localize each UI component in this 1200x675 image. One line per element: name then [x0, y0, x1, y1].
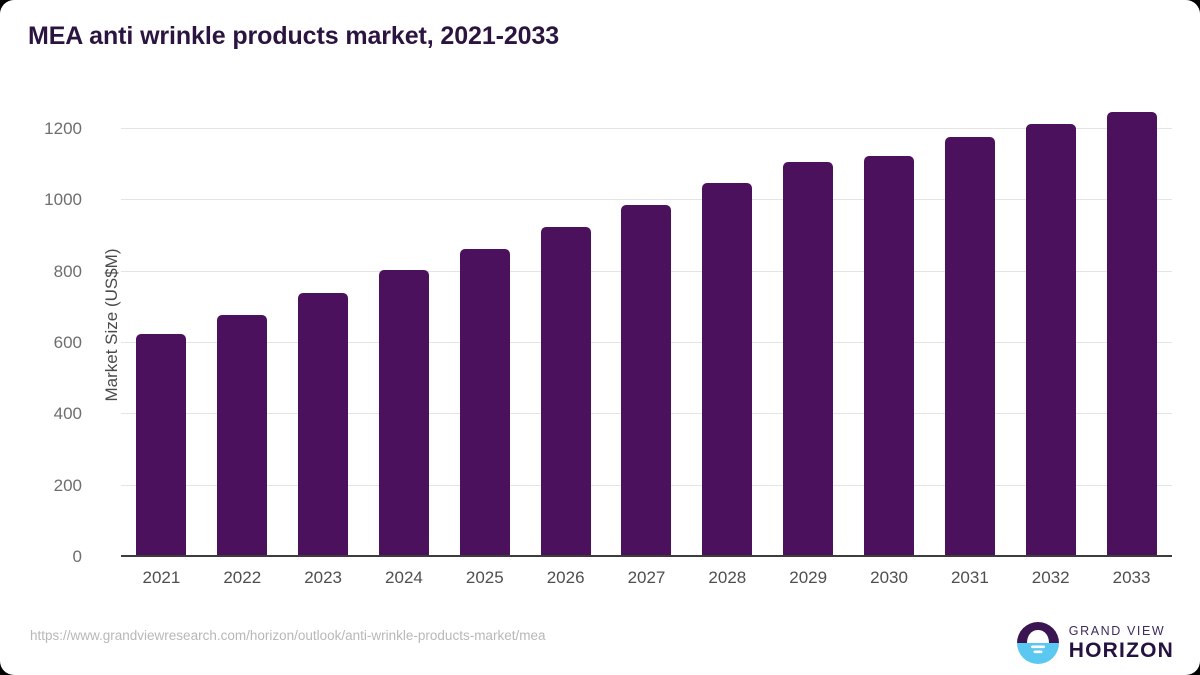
- x-axis-tick-label: 2025: [465, 568, 504, 587]
- x-axis-tick-label: 2024: [385, 568, 423, 587]
- bar-group[interactable]: [444, 128, 525, 556]
- bar-group[interactable]: [364, 128, 445, 556]
- x-axis-tick-label: 2030: [870, 568, 908, 587]
- bar-group[interactable]: [1091, 111, 1172, 556]
- x-axis-tick-label: 2029: [789, 568, 828, 587]
- y-axis-tick-label: 1000: [44, 190, 82, 210]
- x-axis-line: [121, 555, 1172, 557]
- bar-2030[interactable]: [864, 155, 915, 556]
- gridline: [121, 199, 1172, 201]
- logo-bottom-text: HORIZON: [1068, 639, 1174, 663]
- x-axis-tick-label: 2028: [708, 568, 747, 587]
- x-axis-tick-label: 2031: [950, 568, 989, 587]
- x-axis-tick-label: 2026: [546, 568, 585, 587]
- gridline: [121, 128, 1172, 129]
- x-axis-tick-label: 2023: [304, 568, 343, 587]
- bar-group[interactable]: [525, 128, 606, 556]
- bar-group[interactable]: [1010, 123, 1091, 556]
- y-axis-title: Market Size (US$M): [102, 248, 121, 402]
- bar-2032[interactable]: [1025, 123, 1076, 556]
- bar-2023[interactable]: [298, 293, 349, 556]
- bar-2028[interactable]: [702, 182, 753, 556]
- bar-group[interactable]: [121, 128, 202, 556]
- bar-2026[interactable]: [540, 227, 591, 556]
- bar-2024[interactable]: [378, 270, 429, 556]
- bar-group[interactable]: [202, 128, 283, 556]
- bar-2031[interactable]: [944, 137, 995, 556]
- bar-group[interactable]: [687, 128, 768, 556]
- y-axis-tick-label: 1200: [44, 119, 82, 138]
- y-axis-tick-label: 400: [53, 404, 82, 424]
- bar-2033[interactable]: [1106, 111, 1157, 556]
- bar-2029[interactable]: [783, 162, 834, 556]
- y-axis-tick-label: 600: [53, 333, 82, 352]
- bar-group[interactable]: [606, 128, 687, 556]
- bar-group[interactable]: [283, 128, 364, 556]
- bar-2022[interactable]: [217, 314, 268, 556]
- bar-group[interactable]: [929, 128, 1010, 556]
- x-axis-tick-label: 2033: [1112, 568, 1151, 587]
- bar-group[interactable]: [849, 128, 930, 556]
- logo-text: GRAND VIEW HORIZON: [1069, 625, 1174, 662]
- horizon-logo-icon: [1016, 622, 1059, 664]
- source-url[interactable]: https://www.grandviewresearch.com/horizo…: [30, 628, 546, 643]
- x-axis-tick-label: 2032: [1031, 568, 1070, 587]
- x-axis-tick-label: 2022: [223, 568, 262, 587]
- x-axis-tick-label: 2027: [627, 568, 666, 587]
- grand-view-horizon-logo[interactable]: GRAND VIEW HORIZON: [1016, 620, 1174, 666]
- bar-2027[interactable]: [621, 204, 672, 556]
- x-axis-tick-label: 2021: [142, 568, 181, 587]
- plot-area: Market Size (US$M) 0 200 400 600 800 1000 1200…: [44, 111, 1172, 587]
- bar-2025[interactable]: [459, 249, 510, 556]
- y-axis-tick-label: 200: [53, 475, 82, 495]
- y-axis-tick-label: 0: [72, 547, 82, 566]
- logo-top-text: GRAND VIEW: [1068, 623, 1166, 638]
- page-title: MEA anti wrinkle products market, 2021-2…: [28, 22, 560, 50]
- y-axis-tick-label: 800: [53, 261, 82, 281]
- bar-2021[interactable]: [136, 334, 187, 556]
- bar-group[interactable]: [768, 128, 849, 556]
